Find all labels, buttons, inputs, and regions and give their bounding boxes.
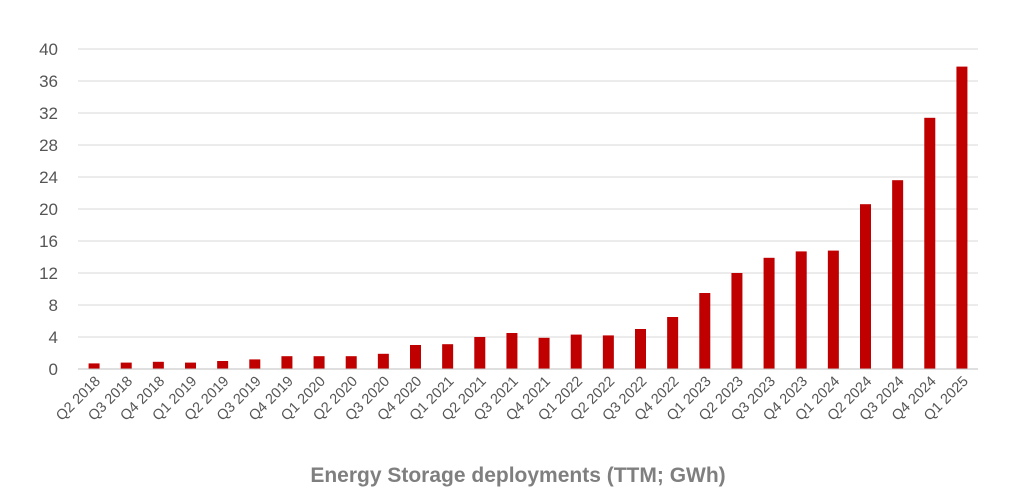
bar-q1-2024	[827, 250, 839, 369]
bar-q2-2024	[860, 204, 871, 369]
bar-q1-2022	[570, 334, 582, 369]
bar-q2-2018	[88, 363, 100, 369]
bar-q1-2019	[185, 362, 196, 369]
bar-q4-2023	[795, 251, 807, 369]
bar-q3-2021	[506, 333, 518, 369]
bar-q1-2020	[313, 356, 325, 369]
bar-q2-2019	[217, 361, 229, 369]
y-tick-label: 4	[49, 328, 58, 347]
y-tick-label: 32	[39, 104, 58, 123]
y-tick-label: 8	[49, 296, 58, 315]
bar-q1-2021	[442, 344, 454, 369]
gridlines	[78, 48, 978, 338]
bar-q3-2020	[377, 353, 389, 369]
y-tick-label: 0	[49, 360, 58, 379]
bar-q2-2021	[474, 337, 486, 369]
y-tick-label: 40	[39, 40, 58, 59]
y-tick-label: 16	[39, 232, 58, 251]
bar-q2-2023	[731, 273, 743, 369]
y-tick-label: 20	[39, 200, 58, 219]
bar-q1-2025	[956, 66, 968, 369]
chart-title: Energy Storage deployments (TTM; GWh)	[310, 464, 726, 487]
bars	[88, 66, 968, 369]
bar-q3-2022	[635, 329, 646, 369]
bar-q2-2022	[602, 335, 614, 369]
y-tick-label: 36	[39, 72, 58, 91]
bar-q4-2021	[538, 337, 550, 369]
y-tick-label: 24	[39, 168, 58, 187]
y-tick-label: 28	[39, 136, 58, 155]
bar-q4-2019	[281, 356, 293, 369]
bar-q4-2024	[924, 117, 936, 369]
bar-q4-2022	[667, 317, 679, 369]
y-axis-tick-labels: 0 4 8 12 16 20 24 28 32 36 40	[39, 40, 58, 379]
bar-q1-2023	[699, 293, 711, 369]
bar-q4-2018	[152, 361, 164, 369]
bar-q3-2023	[763, 257, 775, 369]
bar-q3-2024	[892, 180, 904, 369]
bar-q2-2020	[345, 356, 357, 369]
bar-q3-2018	[120, 362, 132, 369]
bar-q4-2020	[410, 345, 421, 369]
y-tick-label: 12	[39, 264, 58, 283]
bar-q3-2019	[249, 359, 261, 369]
